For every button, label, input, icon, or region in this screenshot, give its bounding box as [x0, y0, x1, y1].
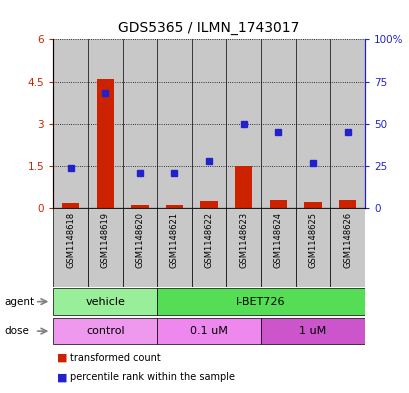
Bar	[191, 39, 226, 208]
Bar	[131, 206, 148, 208]
Text: control: control	[86, 326, 124, 336]
Bar	[53, 288, 157, 315]
Bar	[88, 39, 122, 208]
Text: transformed count: transformed count	[70, 353, 160, 363]
Text: GSM1148623: GSM1148623	[238, 212, 247, 268]
Text: GSM1148618: GSM1148618	[66, 212, 75, 268]
Bar	[97, 79, 114, 208]
Text: agent: agent	[4, 297, 34, 307]
Bar	[269, 200, 286, 208]
Bar	[157, 288, 364, 315]
Bar	[226, 208, 261, 287]
Bar	[157, 318, 261, 344]
Bar	[88, 208, 122, 287]
Text: ■: ■	[57, 372, 68, 382]
Text: GSM1148620: GSM1148620	[135, 212, 144, 268]
Bar	[200, 201, 217, 208]
Text: I-BET726: I-BET726	[236, 297, 285, 307]
Bar	[62, 203, 79, 208]
Text: GSM1148621: GSM1148621	[170, 212, 179, 268]
Bar	[157, 208, 191, 287]
Bar	[338, 200, 355, 208]
Bar	[261, 208, 295, 287]
Bar	[53, 208, 88, 287]
Bar	[303, 202, 321, 208]
Bar	[234, 166, 252, 208]
Text: GSM1148626: GSM1148626	[342, 212, 351, 268]
Bar	[122, 208, 157, 287]
Bar	[157, 39, 191, 208]
Text: 0.1 uM: 0.1 uM	[190, 326, 227, 336]
Text: GSM1148624: GSM1148624	[273, 212, 282, 268]
Text: 1 uM: 1 uM	[299, 326, 326, 336]
Text: GSM1148625: GSM1148625	[308, 212, 317, 268]
Bar	[53, 39, 88, 208]
Bar	[53, 318, 157, 344]
Bar	[261, 318, 364, 344]
Text: ■: ■	[57, 353, 68, 363]
Bar	[330, 39, 364, 208]
Bar	[122, 39, 157, 208]
Bar	[261, 39, 295, 208]
Bar	[295, 39, 330, 208]
Text: GSM1148622: GSM1148622	[204, 212, 213, 268]
Bar	[295, 208, 330, 287]
Bar	[165, 205, 183, 208]
Title: GDS5365 / ILMN_1743017: GDS5365 / ILMN_1743017	[118, 22, 299, 35]
Text: percentile rank within the sample: percentile rank within the sample	[70, 372, 234, 382]
Bar	[226, 39, 261, 208]
Bar	[191, 208, 226, 287]
Text: GSM1148619: GSM1148619	[101, 212, 110, 268]
Text: vehicle: vehicle	[85, 297, 125, 307]
Bar	[330, 208, 364, 287]
Text: dose: dose	[4, 326, 29, 336]
